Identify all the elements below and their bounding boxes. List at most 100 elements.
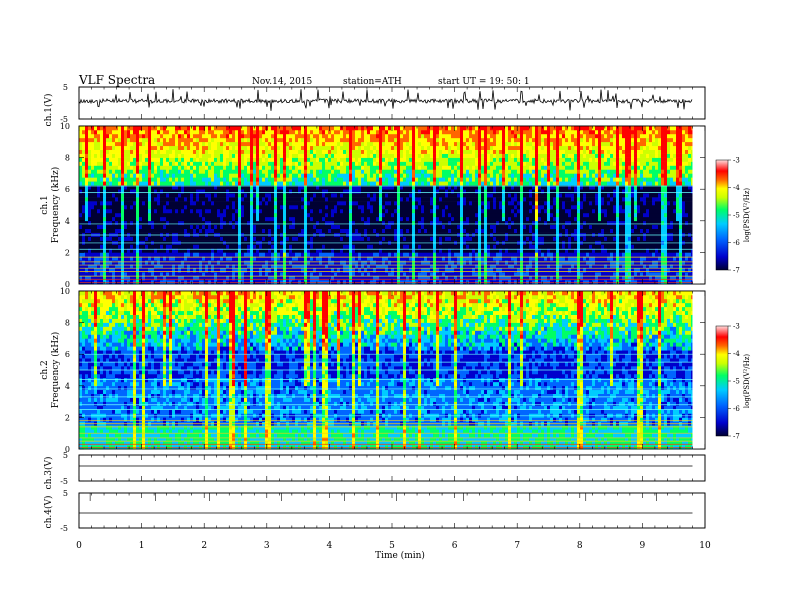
spectro-cell	[238, 268, 241, 272]
spectro-cell	[166, 142, 169, 146]
spectro-cell	[202, 181, 205, 185]
spectro-cell	[136, 150, 139, 154]
spectro-cell	[115, 130, 118, 134]
spectro-cell	[166, 158, 169, 162]
spectro-cell	[124, 276, 127, 280]
spectro-cell	[340, 158, 343, 162]
spectro-cell	[265, 193, 268, 197]
spectro-cell	[88, 225, 91, 229]
spectro-cell	[322, 276, 325, 280]
spectro-cell	[388, 166, 391, 170]
spectro-cell	[169, 138, 172, 142]
spectro-cell	[337, 276, 340, 280]
spectro-cell	[151, 201, 154, 205]
spectro-cell	[352, 150, 355, 154]
spectro-cell	[178, 217, 181, 221]
spectro-cell	[220, 173, 223, 177]
spectro-cell	[106, 138, 109, 142]
spectro-cell	[91, 162, 94, 166]
spectro-cell	[199, 276, 202, 280]
spectro-cell	[397, 276, 400, 280]
spectro-cell	[256, 197, 259, 201]
spectro-cell	[169, 276, 172, 280]
spectro-cell	[229, 276, 232, 280]
spectro-cell	[226, 221, 229, 225]
spectro-cell	[376, 205, 379, 209]
spectro-cell	[412, 181, 415, 185]
spectro-cell	[322, 130, 325, 134]
spectro-cell	[412, 245, 415, 249]
spectro-cell	[337, 245, 340, 249]
spectro-cell	[211, 166, 214, 170]
spectro-cell	[286, 260, 289, 264]
spectro-cell	[223, 150, 226, 154]
spectro-cell	[211, 193, 214, 197]
spectro-cell	[298, 162, 301, 166]
spectro-cell	[253, 225, 256, 229]
spectro-cell	[169, 213, 172, 217]
spectro-cell	[286, 245, 289, 249]
spectro-cell	[418, 130, 421, 134]
spectro-cell	[358, 221, 361, 225]
spectro-cell	[322, 209, 325, 213]
spectro-cell	[109, 173, 112, 177]
spectro-cell	[208, 173, 211, 177]
spectro-cell	[106, 150, 109, 154]
spectro-cell	[343, 245, 346, 249]
spectro-cell	[226, 205, 229, 209]
spectro-cell	[187, 146, 190, 150]
spectro-cell	[250, 205, 253, 209]
spectro-cell	[373, 225, 376, 229]
spectro-cell	[103, 142, 106, 146]
spectro-cell	[181, 173, 184, 177]
spectro-cell	[196, 205, 199, 209]
spectro-cell	[343, 197, 346, 201]
spectro-cell	[217, 197, 220, 201]
spectro-cell	[253, 217, 256, 221]
spectro-cell	[397, 221, 400, 225]
spectro-cell	[79, 158, 82, 162]
spectro-cell	[256, 146, 259, 150]
spectro-cell	[121, 130, 124, 134]
spectro-cell	[163, 245, 166, 249]
spectro-cell	[133, 260, 136, 264]
spectro-cell	[283, 229, 286, 233]
spectro-cell	[337, 181, 340, 185]
spectro-cell	[373, 229, 376, 233]
spectro-cell	[88, 252, 91, 256]
spectro-cell	[241, 138, 244, 142]
spectro-cell	[283, 245, 286, 249]
spectro-cell	[178, 169, 181, 173]
spectro-cell	[112, 181, 115, 185]
spectro-cell	[406, 126, 409, 130]
spectro-cell	[157, 237, 160, 241]
spectro-cell	[361, 221, 364, 225]
spectro-cell	[409, 245, 412, 249]
spectro-cell	[448, 276, 451, 280]
spectro-cell	[340, 229, 343, 233]
spectro-cell	[415, 130, 418, 134]
spectro-cell	[373, 205, 376, 209]
spectro-cell	[388, 201, 391, 205]
spectro-cell	[253, 209, 256, 213]
spectro-cell	[355, 217, 358, 221]
spectro-cell	[379, 237, 382, 241]
spectro-cell	[133, 252, 136, 256]
spectro-cell	[118, 229, 121, 233]
spectro-cell	[130, 142, 133, 146]
spectro-cell	[304, 162, 307, 166]
spectro-cell	[370, 221, 373, 225]
spectro-cell	[421, 237, 424, 241]
spectro-cell	[184, 217, 187, 221]
spectro-cell	[397, 237, 400, 241]
spectro-cell	[178, 197, 181, 201]
spectro-cell	[109, 229, 112, 233]
spectro-cell	[175, 217, 178, 221]
spectro-cell	[205, 189, 208, 193]
spectro-cell	[442, 237, 445, 241]
spectro-cell	[124, 181, 127, 185]
spectro-cell	[313, 158, 316, 162]
spectro-cell	[106, 166, 109, 170]
spectro-cell	[112, 146, 115, 150]
spectro-cell	[379, 181, 382, 185]
